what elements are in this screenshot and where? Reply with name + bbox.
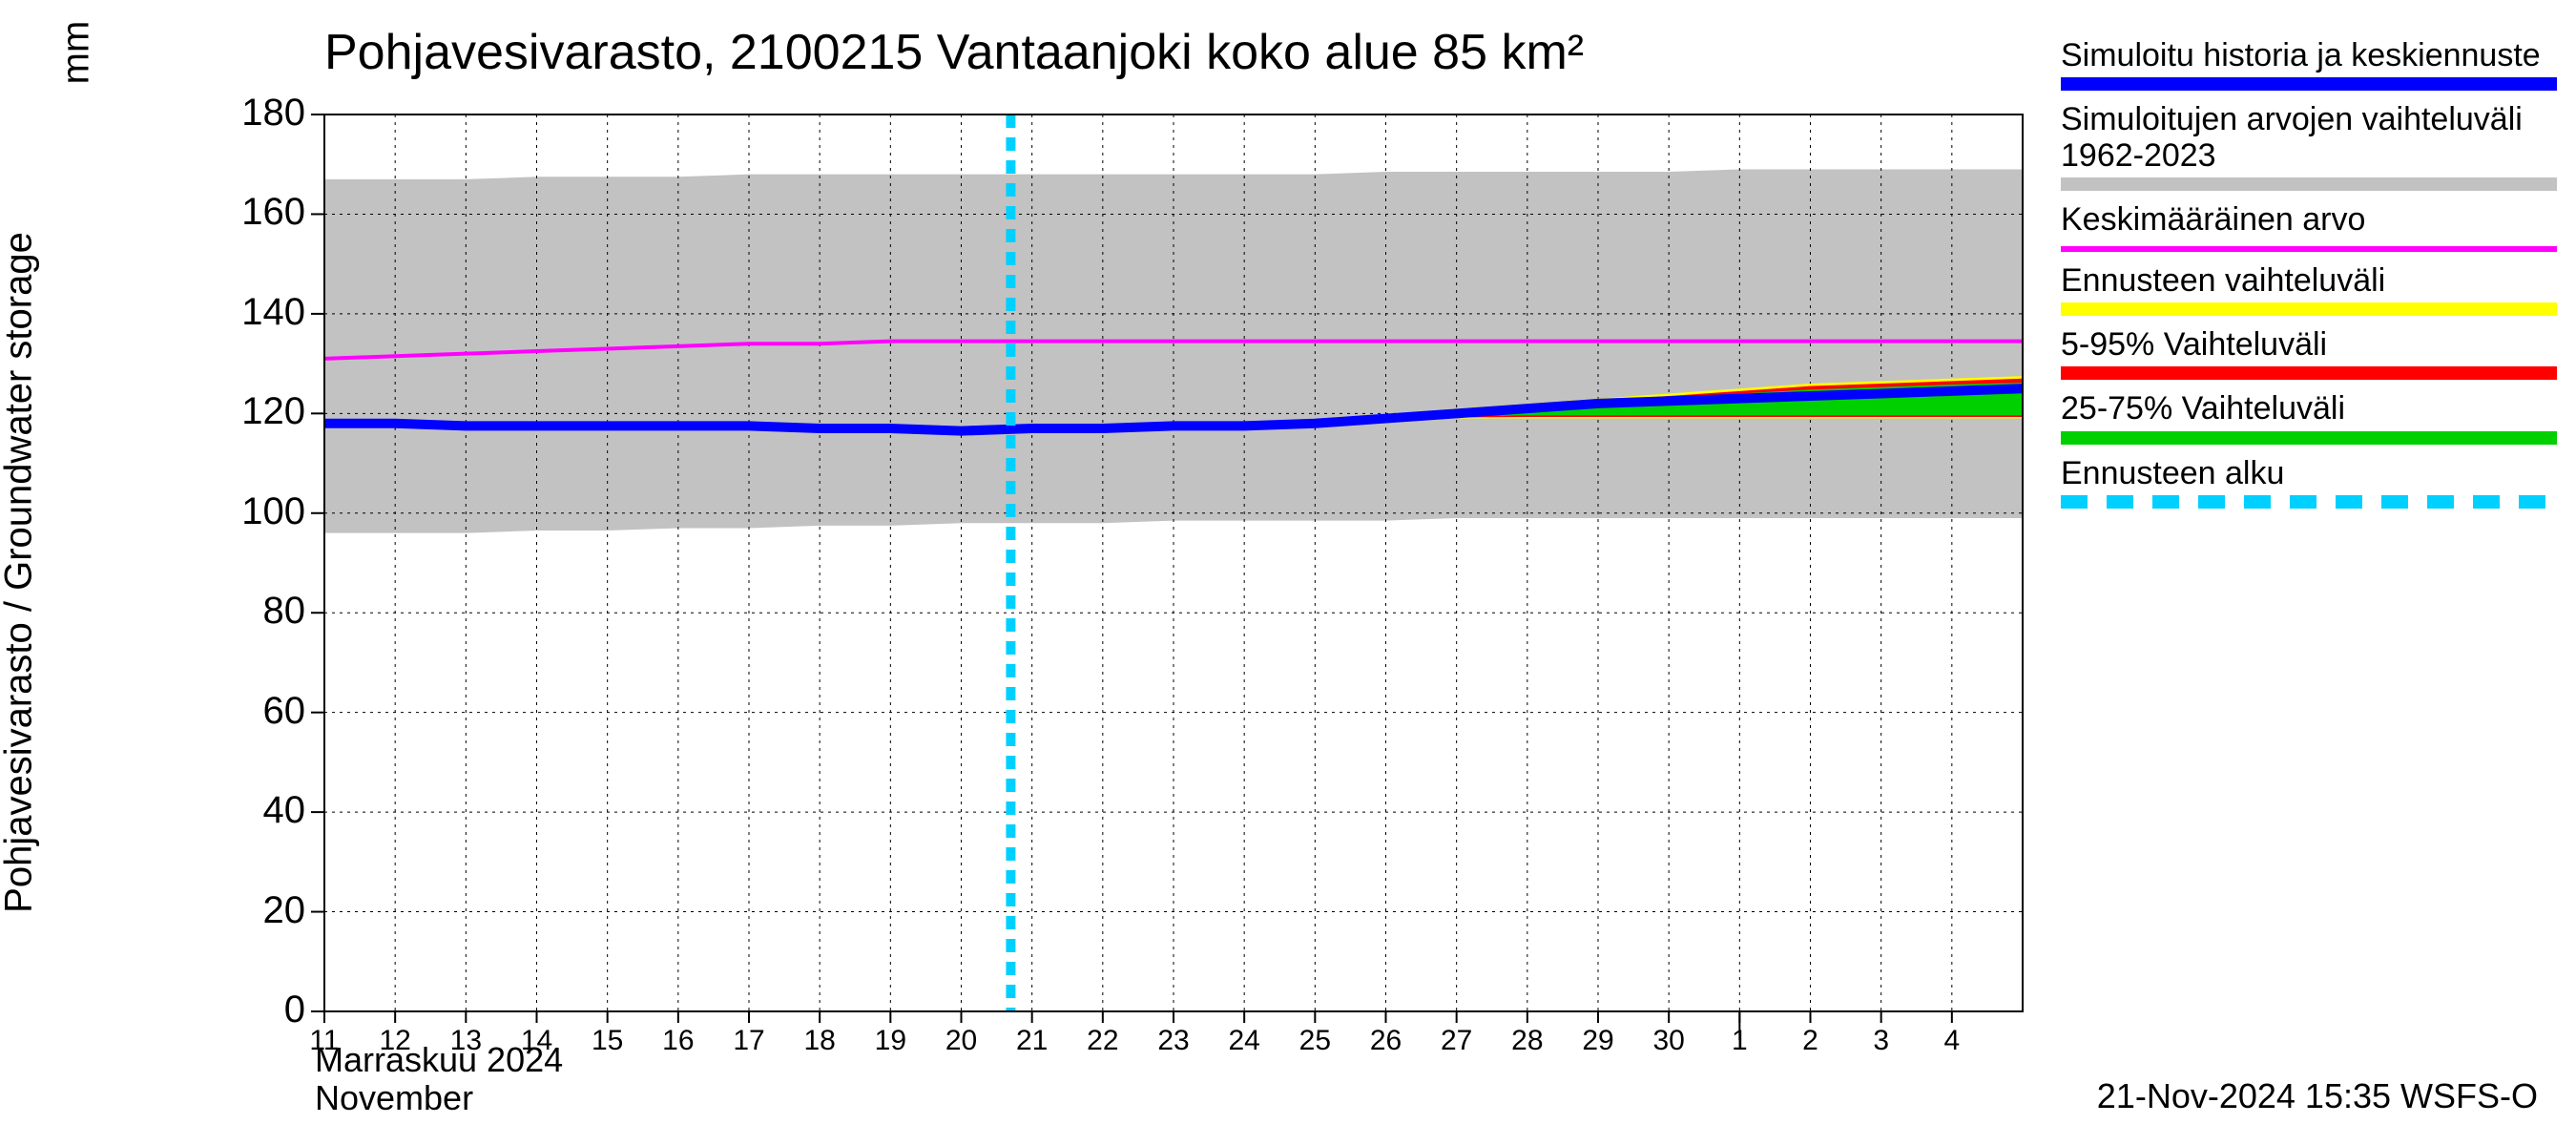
x-tick-label: 24	[1228, 1025, 1259, 1057]
x-tick-label: 29	[1582, 1025, 1613, 1057]
x-tick-label: 27	[1441, 1025, 1472, 1057]
x-tick-label: 4	[1943, 1025, 1960, 1057]
legend-item: Ennusteen alku	[2061, 456, 2557, 509]
x-tick-label: 18	[803, 1025, 835, 1057]
legend-swatch	[2061, 431, 2557, 445]
x-tick-label: 21	[1016, 1025, 1048, 1057]
y-tick-label: 180	[229, 92, 305, 135]
legend-swatch	[2061, 77, 2557, 91]
x-tick-label: 26	[1370, 1025, 1402, 1057]
legend-swatch	[2061, 495, 2557, 509]
x-tick-label: 19	[875, 1025, 906, 1057]
y-tick-label: 140	[229, 291, 305, 334]
legend-text: Simuloitu historia ja keskiennuste	[2061, 38, 2557, 73]
legend-text: Ennusteen vaihteluväli	[2061, 263, 2557, 299]
y-tick-label: 120	[229, 390, 305, 433]
x-tick-label: 25	[1299, 1025, 1331, 1057]
x-tick-label: 15	[592, 1025, 623, 1057]
x-tick-label: 1	[1732, 1025, 1748, 1057]
x-tick-label: 2	[1802, 1025, 1818, 1057]
x-tick-label: 20	[945, 1025, 977, 1057]
legend-item: 5-95% Vaihteluväli	[2061, 327, 2557, 380]
legend-item: Simuloitu historia ja keskiennuste	[2061, 38, 2557, 91]
x-period-label-2: November	[315, 1078, 473, 1118]
y-tick-label: 0	[229, 989, 305, 1031]
chart-container: Pohjavesivarasto / Groundwater storage m…	[0, 0, 2576, 1145]
y-tick-label: 40	[229, 789, 305, 832]
legend-item: Keskimääräinen arvo	[2061, 202, 2557, 251]
legend-text: Simuloitujen arvojen vaihteluväli 1962-2…	[2061, 102, 2557, 174]
legend-text: 25-75% Vaihteluväli	[2061, 391, 2557, 427]
legend-swatch	[2061, 302, 2557, 316]
x-tick-label: 3	[1873, 1025, 1889, 1057]
legend: Simuloitu historia ja keskiennuste Simulo…	[2061, 38, 2557, 520]
x-tick-label: 16	[662, 1025, 694, 1057]
y-tick-label: 20	[229, 889, 305, 932]
x-tick-label: 28	[1511, 1025, 1543, 1057]
x-tick-label: 30	[1652, 1025, 1684, 1057]
legend-text: Ennusteen alku	[2061, 456, 2557, 491]
x-tick-label: 22	[1087, 1025, 1118, 1057]
legend-item: Ennusteen vaihteluväli	[2061, 263, 2557, 316]
legend-text: Keskimääräinen arvo	[2061, 202, 2557, 238]
y-tick-label: 80	[229, 590, 305, 633]
legend-swatch	[2061, 366, 2557, 380]
y-tick-label: 160	[229, 191, 305, 234]
x-tick-label: 23	[1157, 1025, 1189, 1057]
chart-footer: 21-Nov-2024 15:35 WSFS-O	[2097, 1076, 2538, 1116]
legend-item: 25-75% Vaihteluväli	[2061, 391, 2557, 444]
y-tick-label: 100	[229, 490, 305, 533]
x-period-label-1: Marraskuu 2024	[315, 1040, 563, 1080]
legend-swatch	[2061, 177, 2557, 191]
legend-swatch	[2061, 246, 2557, 252]
y-tick-label: 60	[229, 690, 305, 733]
legend-text: 5-95% Vaihteluväli	[2061, 327, 2557, 363]
x-tick-label: 17	[733, 1025, 764, 1057]
legend-item: Simuloitujen arvojen vaihteluväli 1962-2…	[2061, 102, 2557, 191]
